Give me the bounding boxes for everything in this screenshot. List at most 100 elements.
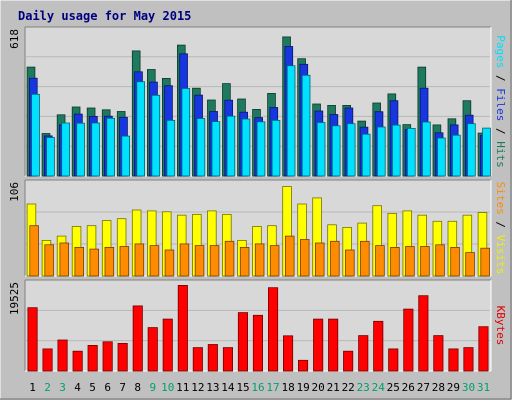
- bar-pages-8: [136, 81, 146, 177]
- x-tick-label-28: 28: [432, 381, 445, 394]
- bar-kbytes-27: [418, 295, 429, 372]
- bar-sites-13: [209, 245, 220, 277]
- bar-kbytes-17: [267, 287, 279, 372]
- bar-sites-20: [314, 242, 325, 277]
- panel-hits-files-pages: 618 Pages / Files / Hits: [8, 26, 507, 177]
- bar-pages-15: [241, 118, 251, 177]
- chart-title: Daily usage for May 2015: [18, 9, 191, 23]
- x-tick-label-18: 18: [281, 381, 294, 394]
- bar-pages-5: [91, 122, 100, 177]
- bar-kbytes-3: [57, 339, 68, 372]
- y-max-label-kbytes: 19525: [8, 282, 21, 315]
- bar-kbytes-29: [448, 348, 459, 372]
- bar-kbytes-8: [132, 305, 143, 372]
- bar-sites-26: [405, 246, 415, 277]
- bar-kbytes-16: [252, 314, 264, 372]
- bar-sites-21: [330, 240, 340, 277]
- bar-pages-23: [361, 133, 371, 177]
- y-max-label-hits-files-pages: 618: [8, 29, 21, 49]
- bar-pages-11: [181, 88, 191, 177]
- bar-sites-4: [74, 246, 85, 277]
- bar-sites-30: [465, 252, 475, 277]
- y-axis-label-part: KBytes: [494, 306, 507, 346]
- bar-sites-7: [119, 246, 130, 277]
- x-tick-label-10: 10: [161, 381, 174, 394]
- y-axis-label-part: Files: [494, 88, 507, 121]
- y-axis-label-part: Visits: [494, 235, 507, 275]
- x-tick-label-8: 8: [134, 381, 141, 394]
- bar-pages-24: [376, 126, 386, 177]
- x-tick-label-24: 24: [372, 381, 386, 394]
- bar-kbytes-15: [237, 312, 249, 372]
- bar-pages-29: [452, 134, 461, 177]
- bar-kbytes-26: [403, 308, 414, 372]
- x-tick-label-9: 9: [149, 381, 156, 394]
- bar-sites-28: [435, 244, 445, 277]
- x-tick-label-5: 5: [89, 381, 96, 394]
- bar-sites-5: [89, 248, 100, 277]
- bar-kbytes-2: [42, 348, 53, 372]
- bar-kbytes-24: [373, 320, 384, 372]
- bar-pages-21: [331, 125, 341, 177]
- bar-sites-18: [284, 235, 295, 277]
- bar-sites-10: [164, 249, 175, 277]
- bar-pages-16: [256, 121, 266, 177]
- x-tick-label-1: 1: [29, 381, 36, 394]
- x-tick-label-22: 22: [342, 381, 355, 394]
- bar-kbytes-21: [328, 318, 339, 372]
- bar-kbytes-18: [282, 335, 294, 372]
- bar-sites-27: [420, 246, 430, 277]
- x-tick-label-14: 14: [221, 381, 235, 394]
- y-axis-label-hits-files-pages: Pages / Files / Hits: [494, 35, 507, 168]
- bar-kbytes-11: [177, 284, 188, 372]
- bar-pages-13: [211, 121, 221, 177]
- x-tick-label-26: 26: [402, 381, 415, 394]
- bar-pages-31: [482, 127, 491, 177]
- bar-pages-25: [391, 124, 401, 177]
- x-tick-label-13: 13: [206, 381, 219, 394]
- y-axis-label-visits-sites: Sites / Visits: [494, 182, 507, 275]
- bar-kbytes-4: [72, 350, 83, 372]
- panel-visits-sites: 106 Sites / Visits: [8, 179, 507, 277]
- x-tick-label-19: 19: [296, 381, 309, 394]
- x-tick-label-20: 20: [311, 381, 324, 394]
- y-max-label-visits-sites: 106: [8, 182, 21, 202]
- bar-pages-9: [151, 94, 161, 177]
- y-axis-label-part: Sites: [494, 182, 507, 215]
- bar-sites-11: [179, 243, 190, 277]
- bar-kbytes-28: [433, 335, 444, 372]
- bar-kbytes-7: [117, 342, 128, 372]
- bar-kbytes-13: [207, 344, 218, 372]
- bar-pages-27: [422, 121, 431, 177]
- bar-sites-9: [149, 245, 160, 277]
- x-tick-label-30: 30: [462, 381, 475, 394]
- bar-sites-8: [134, 243, 145, 277]
- bar-pages-28: [437, 137, 446, 177]
- bar-sites-25: [390, 246, 400, 277]
- y-axis-label-kbytes: KBytes: [494, 306, 507, 346]
- bar-sites-17: [269, 245, 280, 277]
- bar-sites-19: [299, 239, 310, 277]
- bar-sites-29: [450, 246, 460, 277]
- x-tick-label-2: 2: [44, 381, 51, 394]
- bar-kbytes-23: [358, 335, 369, 372]
- bar-sites-14: [224, 240, 235, 277]
- x-tick-label-7: 7: [119, 381, 126, 394]
- bar-pages-1: [31, 93, 40, 177]
- bar-kbytes-19: [297, 359, 309, 372]
- x-tick-label-31: 31: [477, 381, 490, 394]
- x-tick-label-12: 12: [191, 381, 204, 394]
- x-tick-label-3: 3: [59, 381, 66, 394]
- bar-pages-12: [196, 118, 206, 177]
- x-tick-label-29: 29: [447, 381, 460, 394]
- bar-kbytes-6: [102, 341, 113, 372]
- bar-sites-23: [360, 240, 370, 277]
- bar-kbytes-1: [27, 307, 38, 372]
- x-tick-label-16: 16: [251, 381, 264, 394]
- x-tick-label-6: 6: [104, 381, 111, 394]
- bar-pages-18: [286, 65, 296, 177]
- bar-sites-3: [59, 242, 70, 277]
- bar-kbytes-31: [478, 326, 489, 372]
- bar-sites-15: [239, 246, 250, 277]
